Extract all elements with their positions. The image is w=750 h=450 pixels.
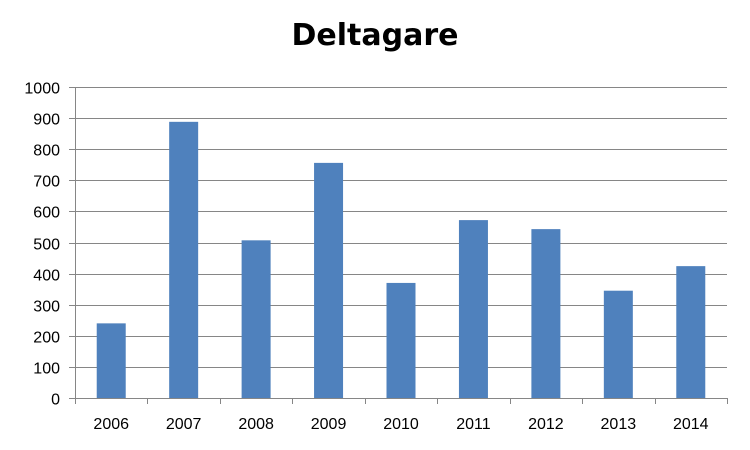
y-tick-label: 1000 <box>24 81 60 98</box>
y-tick-label: 0 <box>51 392 60 409</box>
bar-2009 <box>314 162 344 398</box>
x-tick-label: 2014 <box>673 416 709 433</box>
bar-2012 <box>531 229 561 398</box>
chart-title: Deltagare <box>291 18 459 53</box>
x-tick-label: 2006 <box>93 416 129 433</box>
y-tick-label: 500 <box>33 237 60 254</box>
bar-2011 <box>458 220 488 398</box>
y-tick-label: 800 <box>33 143 60 160</box>
y-tick-label: 300 <box>33 299 60 316</box>
x-tick-label: 2013 <box>601 416 637 433</box>
bar-2006 <box>96 323 126 398</box>
x-tick-label: 2008 <box>238 416 274 433</box>
y-tick-label: 200 <box>33 330 60 347</box>
bar-2007 <box>169 121 199 398</box>
y-tick-label: 400 <box>33 268 60 285</box>
x-tick-label: 2010 <box>383 416 419 433</box>
y-tick-label: 700 <box>33 174 60 191</box>
x-tick-label: 2007 <box>166 416 202 433</box>
x-tick-label: 2009 <box>311 416 347 433</box>
bar-2010 <box>386 282 416 398</box>
bar-2013 <box>603 290 633 398</box>
bar-2014 <box>676 266 706 398</box>
y-tick-label: 100 <box>33 361 60 378</box>
x-tick-label: 2012 <box>528 416 564 433</box>
x-tick-label: 2011 <box>456 416 491 433</box>
y-tick-label: 900 <box>33 112 60 129</box>
y-tick-label: 600 <box>33 205 60 222</box>
bar-2008 <box>241 240 271 398</box>
